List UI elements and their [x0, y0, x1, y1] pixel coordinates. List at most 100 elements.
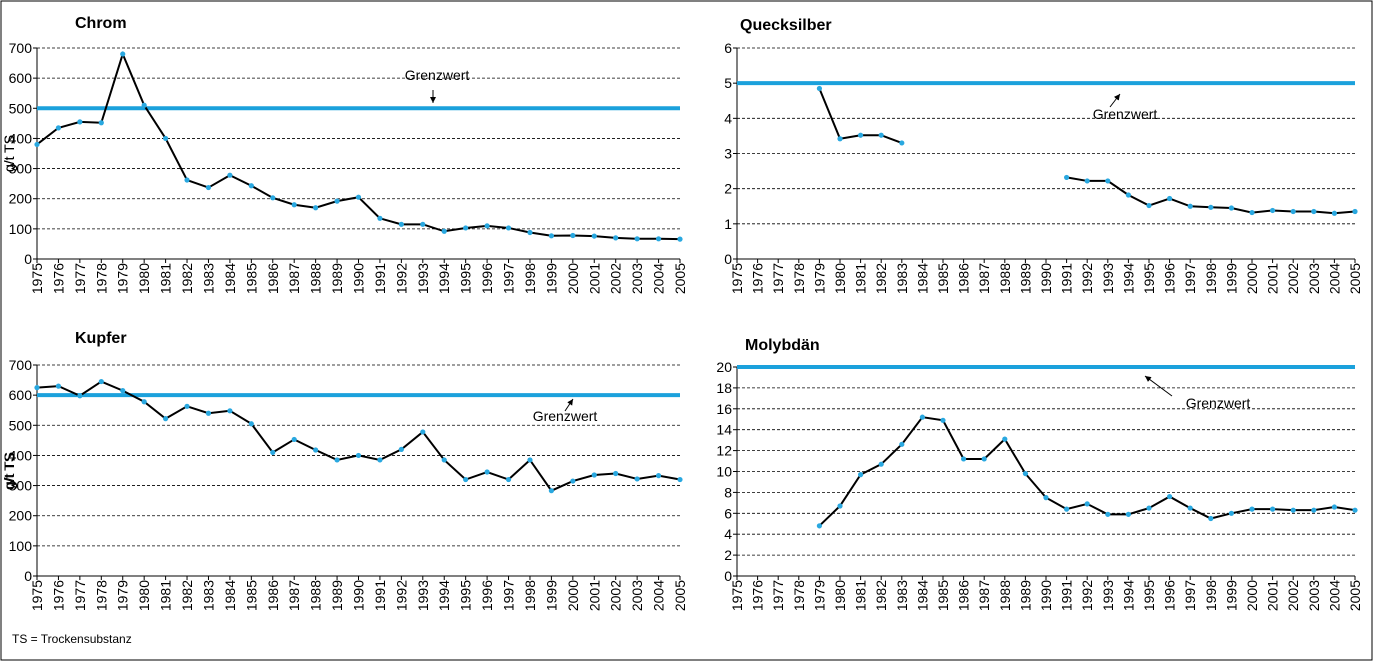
x-tick-label: 1988: [308, 580, 324, 611]
x-tick-label: 1977: [72, 263, 88, 294]
x-tick-label: 1991: [372, 263, 388, 294]
x-tick-label: 2001: [586, 580, 602, 611]
x-tick-label: 2004: [1326, 263, 1342, 294]
data-point: [527, 229, 533, 236]
chart-title: Chrom: [75, 15, 127, 32]
x-tick-label: 1978: [791, 580, 807, 611]
y-tick-label: 0: [724, 568, 732, 584]
data-point: [655, 473, 662, 479]
data-point: [355, 194, 362, 200]
data-point: [1084, 178, 1090, 184]
data-point: [120, 51, 126, 57]
y-axis-label: g/t TS: [1, 135, 17, 172]
data-point: [205, 410, 212, 416]
threshold-label: Grenzwert: [1093, 106, 1158, 122]
x-tick-label: 1994: [436, 580, 452, 611]
x-tick-label: 1979: [811, 580, 827, 611]
x-tick-label: 2002: [1285, 580, 1301, 611]
x-tick-label: 1989: [329, 263, 345, 294]
data-point: [98, 378, 104, 385]
data-point: [184, 403, 190, 409]
data-point: [677, 236, 683, 242]
x-tick-label: 1997: [501, 263, 517, 294]
x-tick-label: 1989: [1017, 263, 1033, 294]
data-point: [441, 228, 447, 234]
data-point: [1022, 470, 1028, 477]
x-tick-label: 1984: [222, 580, 238, 611]
threshold-label: Grenzwert: [405, 67, 470, 83]
x-tick-label: 1998: [522, 580, 538, 611]
data-point: [837, 503, 843, 509]
data-point: [141, 399, 147, 405]
data-point: [291, 436, 297, 443]
data-point: [184, 177, 190, 183]
x-tick-label: 1976: [50, 263, 66, 294]
x-tick-label: 1981: [853, 580, 869, 611]
data-point: [505, 225, 512, 231]
x-tick-label: 1991: [1059, 580, 1075, 611]
x-tick-label: 1994: [1120, 580, 1136, 611]
x-tick-label: 2005: [1347, 263, 1363, 294]
data-point: [1125, 511, 1131, 517]
x-tick-label: 1999: [543, 580, 559, 611]
data-point: [1228, 205, 1234, 211]
data-point: [291, 202, 297, 208]
x-tick-label: 1993: [415, 580, 431, 611]
y-axis-label: g/t TS: [1, 453, 17, 490]
y-tick-label: 300: [9, 161, 33, 177]
x-tick-label: 1983: [894, 263, 910, 294]
data-point: [981, 456, 987, 462]
x-tick-label: 1988: [997, 580, 1013, 611]
data-point: [1331, 504, 1337, 510]
x-tick-label: 1983: [894, 580, 910, 611]
chart-title: Quecksilber: [740, 17, 832, 34]
data-point: [34, 141, 40, 148]
data-line: [36, 51, 681, 241]
x-tick-label: 1987: [976, 263, 992, 294]
data-point: [77, 119, 83, 125]
data-point: [55, 383, 62, 389]
y-tick-label: 8: [724, 484, 732, 500]
y-tick-label: 500: [9, 100, 33, 116]
data-point: [613, 235, 619, 241]
y-tick-label: 2: [724, 547, 732, 563]
data-point: [1228, 510, 1234, 516]
data-point: [1002, 436, 1008, 442]
y-tick-label: 3: [724, 146, 732, 162]
y-tick-label: 400: [9, 130, 33, 146]
y-tick-label: 700: [9, 357, 33, 373]
x-tick-label: 1983: [200, 263, 216, 294]
x-tick-label: 1987: [286, 580, 302, 611]
data-point: [141, 102, 147, 108]
x-tick-label: 1975: [729, 263, 745, 294]
data-point: [1311, 507, 1317, 513]
x-tick-label: 1993: [415, 263, 431, 294]
y-axis-label: g/t TS: [1, 135, 17, 172]
threshold-label: Grenzwert: [1186, 395, 1251, 411]
x-tick-label: 1988: [997, 263, 1013, 294]
x-tick-label: 1996: [1162, 580, 1178, 611]
x-tick-label: 1976: [750, 263, 766, 294]
data-point: [1043, 495, 1049, 501]
data-point: [205, 184, 212, 191]
data-point: [1352, 208, 1358, 215]
y-tick-label: 500: [9, 417, 33, 433]
data-point: [1249, 209, 1255, 216]
data-point: [227, 172, 233, 178]
data-point: [613, 470, 619, 477]
y-tick-label: 600: [9, 70, 33, 86]
data-point: [34, 385, 40, 391]
x-tick-label: 1986: [265, 263, 281, 294]
x-tick-label: 1978: [93, 580, 109, 611]
x-tick-label: 1989: [1017, 580, 1033, 611]
data-point: [377, 215, 383, 221]
x-tick-label: 1976: [750, 580, 766, 611]
y-tick-label: 600: [9, 387, 33, 403]
y-tick-label: 2: [724, 181, 732, 197]
data-point: [398, 446, 404, 452]
x-tick-label: 1987: [976, 580, 992, 611]
x-tick-label: 1997: [1182, 580, 1198, 611]
data-point: [1105, 178, 1111, 184]
annotation-arrow: [1109, 93, 1121, 108]
